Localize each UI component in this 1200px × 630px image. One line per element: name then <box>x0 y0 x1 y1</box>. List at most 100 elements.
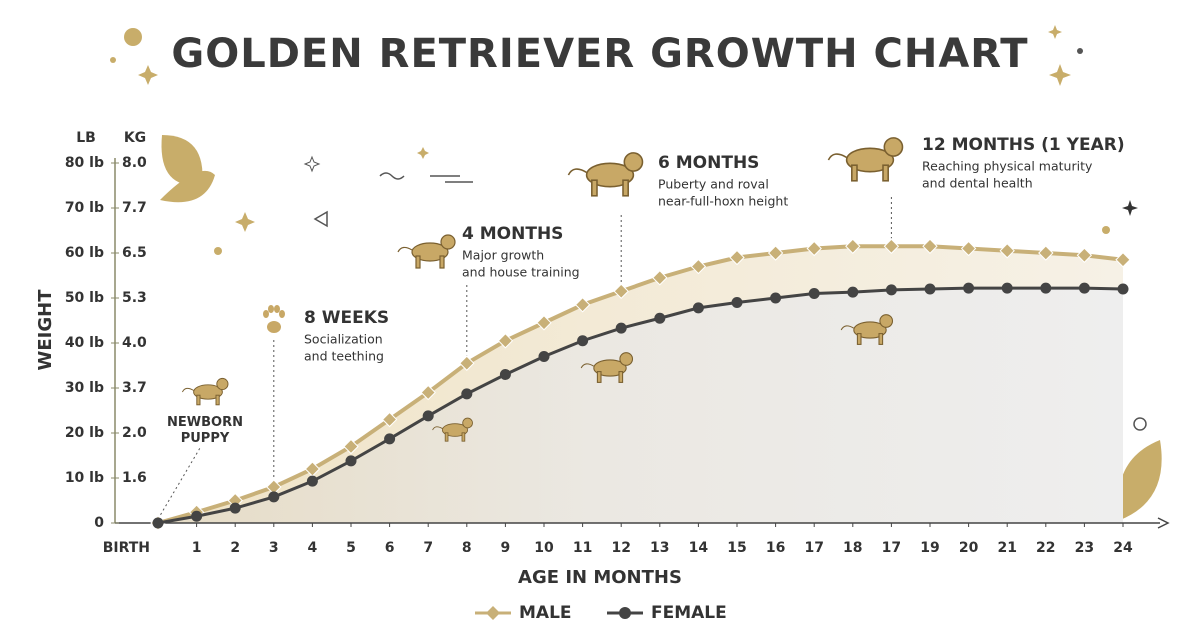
dog-head <box>879 314 894 328</box>
data-point <box>924 283 936 295</box>
annotation-text: Reaching physical maturity <box>922 159 1093 174</box>
annotation-title: 8 WEEKS <box>304 308 389 328</box>
x-tick-label: 11 <box>573 540 592 556</box>
annotation-text: and teething <box>304 349 384 364</box>
annotation-title: 12 MONTHS (1 YEAR) <box>922 135 1125 155</box>
annotation-text: and house training <box>462 265 580 280</box>
data-point <box>845 238 861 254</box>
y-alt-tick-label: 5.3 <box>122 290 147 306</box>
dog-body <box>845 147 895 173</box>
x-tick-label: 22 <box>1036 540 1055 556</box>
data-point <box>1001 282 1013 294</box>
dog-tail <box>580 363 595 369</box>
annotation-title: 6 MONTHS <box>658 153 759 173</box>
y-axis-title: WEIGHT <box>35 289 56 371</box>
data-point <box>847 286 859 298</box>
paw-toe <box>263 310 269 318</box>
legend-label: MALE <box>519 603 572 623</box>
dog-leg <box>856 333 862 345</box>
y-tick-label: 40 lb <box>65 335 104 351</box>
x-tick-label: 19 <box>920 540 939 556</box>
x-tick-label: 5 <box>346 540 356 556</box>
y-tick-label: 50 lb <box>65 290 104 306</box>
data-point <box>960 240 977 257</box>
annotation-text: and dental health <box>922 176 1033 191</box>
dog-body <box>585 162 635 188</box>
dog-leg <box>882 164 889 182</box>
dog-leg <box>439 255 445 269</box>
y-alt-tick-label: 3.7 <box>122 380 147 396</box>
annotation-leader <box>157 447 201 520</box>
data-point <box>1038 245 1054 261</box>
dog-icon <box>827 137 904 182</box>
x-tick-label: 7 <box>423 540 433 556</box>
x-tick-label: 8 <box>462 540 472 556</box>
x-tick-label: 1 <box>192 540 202 556</box>
y-tick-label: 10 lb <box>65 470 104 486</box>
x-tick-label: 14 <box>689 540 709 556</box>
y-tick-label: 60 lb <box>65 245 104 261</box>
y-tick-label: 80 lb <box>65 155 104 171</box>
data-point <box>577 335 589 347</box>
data-point <box>422 410 434 422</box>
data-point <box>384 433 396 445</box>
paw-toe <box>274 305 280 313</box>
annotation-title: 4 MONTHS <box>462 224 563 244</box>
data-point <box>767 245 784 261</box>
dog-leg <box>596 371 602 383</box>
data-point <box>692 302 704 314</box>
dog-head <box>216 377 229 391</box>
data-point <box>499 369 511 380</box>
dog-tail <box>432 426 443 431</box>
paw-icon <box>263 305 285 333</box>
y-unit-label: LB <box>76 130 96 146</box>
dog-tail <box>827 153 848 161</box>
data-point <box>613 283 629 299</box>
data-point <box>963 282 975 294</box>
y-alt-tick-label: 1.6 <box>122 470 147 486</box>
data-point <box>459 355 475 371</box>
x-tick-label: 18 <box>843 540 862 556</box>
annotation-text: Puberty and roval <box>658 177 769 192</box>
y-alt-tick-label: 2.0 <box>122 425 147 441</box>
data-point <box>306 475 318 487</box>
data-point <box>461 388 473 400</box>
dog-leg <box>415 255 421 269</box>
data-point <box>615 322 627 334</box>
data-point <box>191 510 203 522</box>
y-alt-tick-label: 4.0 <box>122 335 147 351</box>
x-tick-label: BIRTH <box>103 540 150 556</box>
x-tick-label: 2 <box>230 540 240 556</box>
annotation-title: NEWBORN PUPPY <box>167 415 243 446</box>
y-alt-tick-label: 7.7 <box>122 200 147 216</box>
x-tick-label: 17 <box>882 540 901 556</box>
data-point <box>343 438 359 455</box>
dog-leg <box>215 394 220 406</box>
dog-icon <box>567 152 644 197</box>
x-axis-arrow <box>1157 517 1170 529</box>
data-point <box>345 455 357 467</box>
x-tick-label: 12 <box>611 540 630 556</box>
dog-body <box>441 423 469 437</box>
annotation-text: Major growth <box>462 248 544 263</box>
data-point <box>381 411 398 428</box>
data-point <box>731 297 743 308</box>
data-point <box>538 351 550 362</box>
data-point <box>574 297 591 313</box>
legend-marker <box>486 606 500 620</box>
paw-toe <box>268 305 274 313</box>
dog-leg <box>591 179 598 197</box>
x-tick-label: 17 <box>804 540 823 556</box>
x-tick-label: 9 <box>501 540 511 556</box>
data-point <box>1040 282 1052 294</box>
x-tick-label: 16 <box>766 540 785 556</box>
dog-leg <box>878 333 884 345</box>
dog-body <box>853 321 887 339</box>
dog-icon <box>432 417 473 442</box>
paw-toe <box>279 310 285 318</box>
dog-body <box>193 384 223 400</box>
x-tick-label: 6 <box>385 540 395 556</box>
dog-leg <box>461 432 466 442</box>
data-point <box>806 240 822 257</box>
